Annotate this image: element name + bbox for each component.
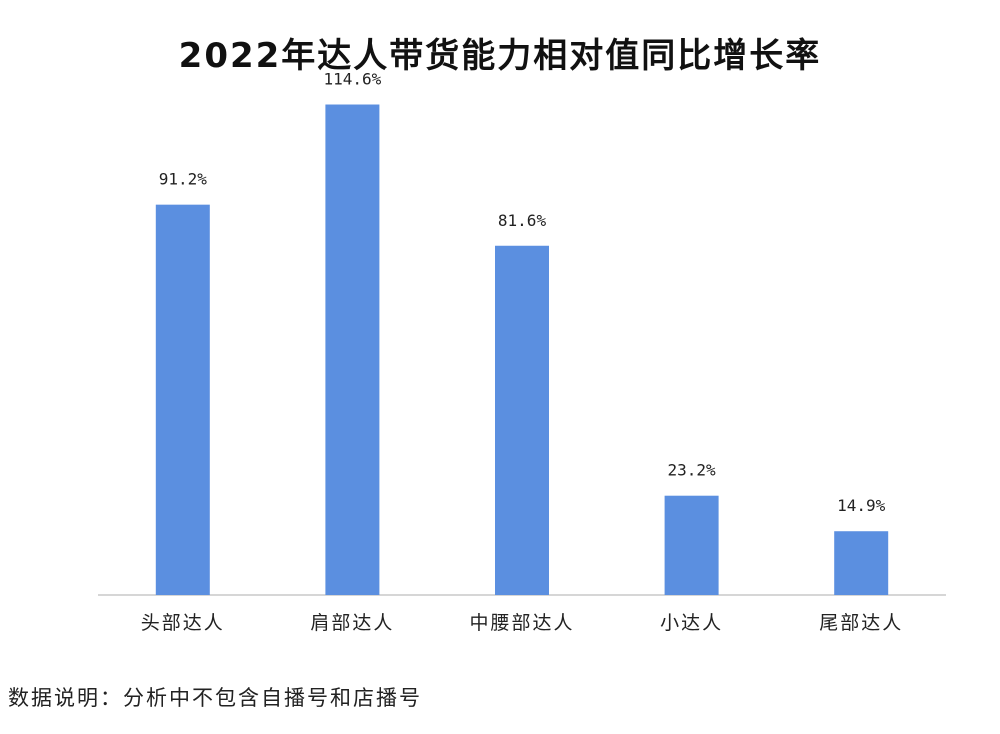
tick-label-1: 肩部达人 <box>310 612 394 634</box>
bar-3 <box>664 495 719 595</box>
bar-2 <box>495 245 549 595</box>
chart-title: 2022年达人带货能力相对值同比增长率 <box>178 36 822 76</box>
tick-label-4: 尾部达人 <box>819 612 903 634</box>
bar-4 <box>834 531 889 595</box>
tick-label-0: 头部达人 <box>141 612 225 634</box>
data-label-2: 81.6% <box>498 211 547 230</box>
bar-0 <box>155 204 210 595</box>
data-label-1: 114.6% <box>324 70 382 89</box>
data-footnote: 数据说明：分析中不包含自播号和店播号 <box>8 686 422 710</box>
tick-label-3: 小达人 <box>660 612 723 634</box>
data-label-4: 14.9% <box>837 496 886 515</box>
tick-label-2: 中腰部达人 <box>469 612 574 634</box>
data-label-0: 91.2% <box>159 170 208 189</box>
data-label-3: 23.2% <box>668 461 717 480</box>
bar-1 <box>325 104 380 596</box>
